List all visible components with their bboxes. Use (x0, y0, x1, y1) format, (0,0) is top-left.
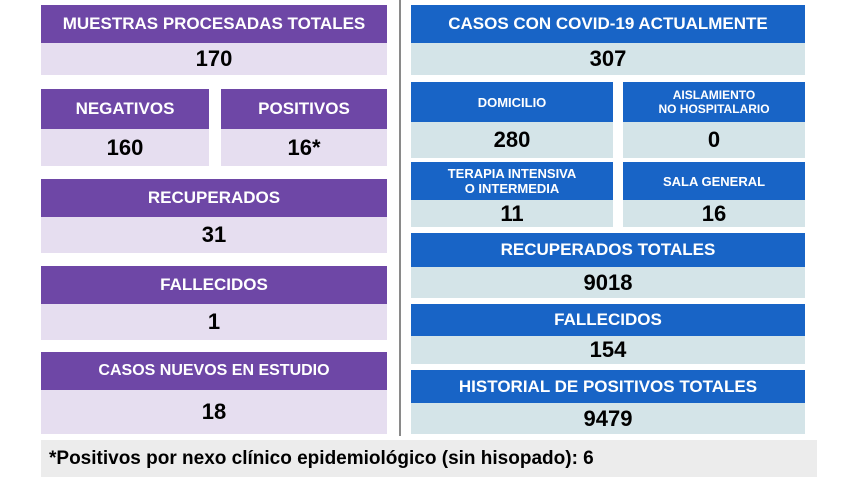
sala-general-value: 16 (701, 200, 727, 226)
casos-actuales-label: CASOS CON COVID-19 ACTUALMENTE (448, 14, 768, 33)
casos-nuevos-value-box: 18 (41, 390, 387, 434)
negativos-label: NEGATIVOS (75, 99, 175, 118)
muestras-procesadas-value: 170 (195, 46, 233, 71)
recuperados-label: RECUPERADOS (147, 188, 281, 207)
recuperados-totales-label: RECUPERADOS TOTALES (500, 240, 716, 259)
column-divider (399, 0, 401, 436)
muestras-procesadas-header: MUESTRAS PROCESADAS TOTALES (41, 5, 387, 43)
aislamiento-header: AISLAMIENTO NO HOSPITALARIO (623, 82, 805, 122)
fallecidos-left-label: FALLECIDOS (160, 275, 268, 294)
muestras-procesadas-value-box: 170 (41, 43, 387, 75)
fallecidos-left-value-box: 1 (41, 304, 387, 340)
aislamiento-value: 0 (707, 127, 721, 152)
terapia-value: 11 (500, 200, 524, 226)
domicilio-header: DOMICILIO (411, 82, 613, 122)
positivos-header: POSITIVOS (221, 89, 387, 129)
casos-nuevos-value: 18 (201, 399, 227, 424)
recuperados-totales-value-box: 9018 (411, 267, 805, 298)
terapia-label-line2: O INTERMEDIA (464, 181, 560, 196)
terapia-value-box: 11 (411, 200, 613, 227)
negativos-value: 160 (106, 134, 144, 160)
terapia-header: TERAPIA INTENSIVA O INTERMEDIA (411, 162, 613, 200)
positivos-label: POSITIVOS (258, 99, 350, 118)
domicilio-label: DOMICILIO (477, 94, 547, 110)
positivos-value: 16* (287, 134, 321, 160)
casos-nuevos-header: CASOS NUEVOS EN ESTUDIO (41, 352, 387, 390)
historial-value: 9479 (583, 405, 633, 431)
recuperados-value: 31 (201, 222, 227, 247)
casos-nuevos-label: CASOS NUEVOS EN ESTUDIO (98, 362, 330, 379)
sala-general-value-box: 16 (623, 200, 805, 227)
fallecidos-right-label: FALLECIDOS (554, 310, 662, 329)
casos-actuales-value-box: 307 (411, 43, 805, 75)
positivos-value-box: 16* (221, 129, 387, 166)
casos-actuales-value: 307 (589, 46, 627, 71)
recuperados-header: RECUPERADOS (41, 179, 387, 217)
aislamiento-label-line2: NO HOSPITALARIO (658, 102, 770, 116)
fallecidos-right-value: 154 (589, 337, 627, 362)
recuperados-totales-header: RECUPERADOS TOTALES (411, 233, 805, 267)
recuperados-totales-value: 9018 (583, 269, 633, 295)
historial-value-box: 9479 (411, 403, 805, 434)
aislamiento-label-line1: AISLAMIENTO (672, 88, 756, 102)
fallecidos-right-value-box: 154 (411, 336, 805, 364)
footer-note: *Positivos por nexo clínico epidemiológi… (49, 447, 594, 469)
aislamiento-value-box: 0 (623, 122, 805, 158)
recuperados-value-box: 31 (41, 217, 387, 253)
fallecidos-right-header: FALLECIDOS (411, 304, 805, 336)
negativos-value-box: 160 (41, 129, 209, 166)
terapia-label-line1: TERAPIA INTENSIVA (447, 166, 577, 181)
muestras-procesadas-label: MUESTRAS PROCESADAS TOTALES (62, 14, 366, 33)
casos-actuales-header: CASOS CON COVID-19 ACTUALMENTE (411, 5, 805, 43)
sala-general-header: SALA GENERAL (623, 162, 805, 200)
historial-header: HISTORIAL DE POSITIVOS TOTALES (411, 370, 805, 403)
footer-note-box: *Positivos por nexo clínico epidemiológi… (41, 440, 817, 477)
sala-general-label: SALA GENERAL (662, 173, 766, 189)
negativos-header: NEGATIVOS (41, 89, 209, 129)
fallecidos-left-header: FALLECIDOS (41, 266, 387, 304)
historial-label: HISTORIAL DE POSITIVOS TOTALES (458, 376, 758, 396)
fallecidos-left-value: 1 (207, 309, 221, 334)
domicilio-value-box: 280 (411, 122, 613, 158)
domicilio-value: 280 (493, 127, 531, 152)
